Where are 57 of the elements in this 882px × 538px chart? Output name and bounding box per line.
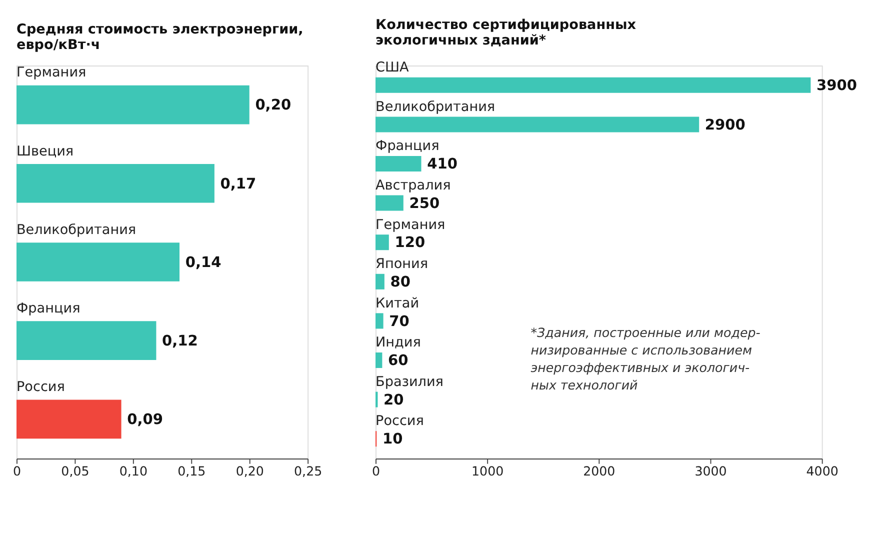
y-tick-label: Франция	[376, 138, 440, 154]
data-label: 10	[382, 430, 403, 448]
data-label: 20	[384, 391, 404, 408]
data-label: 0,14	[185, 254, 222, 271]
bar	[376, 77, 811, 93]
bar	[376, 352, 382, 368]
y-tick-label: Франция	[16, 300, 80, 316]
bar	[376, 274, 384, 290]
data-label: 250	[409, 194, 440, 212]
data-label: 120	[394, 234, 426, 252]
data-label: 0,20	[255, 96, 292, 114]
data-label: 0,17	[220, 175, 256, 192]
y-tick-label: Индия	[376, 334, 421, 351]
x-tick-label: 4000	[806, 463, 838, 478]
y-tick-label: Великобритания	[376, 98, 496, 115]
chart-title: Средняя стоимость электроэнергии, евро/кВт·ч	[16, 21, 304, 54]
data-label: 70	[389, 312, 410, 330]
y-tick-label: Япония	[376, 256, 428, 272]
x-tick-label: 0,25	[294, 463, 322, 478]
x-tick-label: 3000	[694, 463, 727, 478]
bar	[16, 400, 122, 439]
x-tick-label: 0,20	[236, 463, 264, 478]
y-tick-label: Россия	[16, 379, 65, 396]
bar	[16, 85, 250, 124]
bar	[376, 156, 422, 172]
y-tick-label: Германия	[16, 64, 86, 81]
y-tick-label: Великобритания	[16, 222, 136, 238]
chart-title: Количество сертифицированных экологичных зданий*	[376, 16, 636, 48]
data-label: 80	[390, 273, 411, 290]
bar	[376, 234, 389, 250]
y-tick-label: Китай	[376, 295, 420, 312]
y-tick-label: Россия	[376, 413, 424, 430]
data-label: 0,12	[162, 332, 198, 350]
bar	[376, 116, 700, 132]
data-label: 0,09	[127, 411, 164, 428]
y-tick-label: Швеция	[16, 143, 74, 160]
x-tick-label: 1000	[472, 463, 504, 478]
bar	[376, 195, 404, 211]
x-tick-label: 0,10	[119, 463, 148, 478]
y-tick-label: Германия	[376, 216, 446, 233]
y-tick-label: Австралия	[376, 177, 451, 194]
bar	[16, 242, 180, 282]
bar	[16, 321, 156, 360]
data-label: 410	[427, 156, 458, 173]
x-tick-label: 0,05	[61, 463, 90, 478]
x-tick-label: 0	[372, 463, 380, 478]
bar	[376, 313, 384, 329]
x-tick-label: 0,15	[178, 463, 206, 478]
x-tick-label: 0	[12, 463, 21, 478]
data-label: 3900	[816, 77, 858, 94]
bar	[16, 164, 214, 203]
x-tick-label: 2000	[583, 463, 616, 478]
annotation: *Здания, построенные или модер- низированные с использованием энергоэффективных и экологич- ных технологий	[530, 325, 761, 393]
y-tick-label: Бразилия	[376, 374, 444, 390]
data-label: 60	[388, 352, 408, 370]
y-tick-label: США	[376, 60, 410, 76]
data-label: 2900	[704, 116, 746, 134]
